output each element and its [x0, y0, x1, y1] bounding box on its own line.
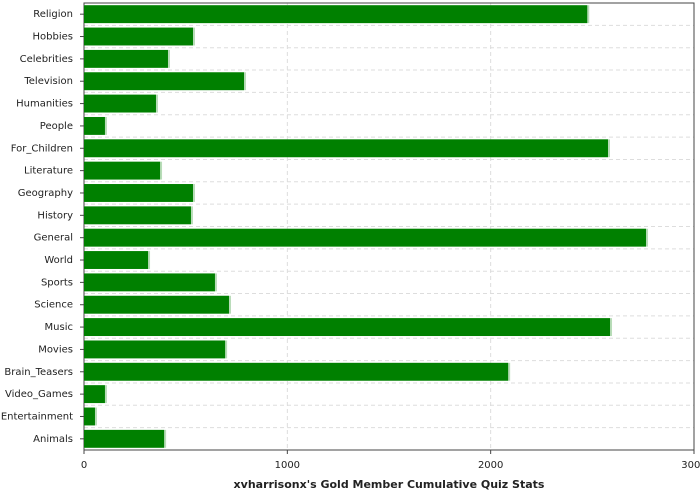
x-axis-label: xvharrisonx's Gold Member Cumulative Qui… — [234, 478, 545, 491]
y-tick-label: Celebrities — [20, 54, 73, 65]
y-tick-label: Entertainment — [1, 411, 73, 422]
bar — [84, 161, 161, 180]
bar — [84, 362, 509, 381]
bar — [84, 429, 165, 448]
bar — [84, 407, 95, 426]
y-tick-label: Literature — [24, 166, 73, 177]
bar — [84, 27, 193, 46]
bar — [84, 251, 149, 269]
bar — [84, 5, 588, 24]
bar — [84, 228, 647, 247]
y-tick-label: Sports — [41, 277, 73, 288]
y-tick-label: Movies — [38, 344, 73, 355]
bar — [84, 184, 193, 202]
y-tick-label: For_Children — [11, 143, 73, 154]
x-tick-label: 1000 — [275, 460, 300, 471]
bar — [84, 116, 105, 135]
bar — [84, 206, 191, 225]
y-tick-label: People — [40, 121, 73, 132]
bar — [84, 273, 215, 292]
y-tick-label: World — [44, 255, 73, 266]
y-tick-label: Video_Games — [5, 389, 73, 400]
y-tick-label: Science — [34, 300, 73, 311]
x-tick-label: 3000 — [681, 460, 700, 471]
x-tick-label: 2000 — [478, 460, 503, 471]
y-tick-label: Hobbies — [33, 32, 73, 43]
y-tick-label: Geography — [18, 188, 73, 199]
y-tick-label: Television — [23, 76, 73, 87]
bar — [84, 94, 156, 113]
bar — [84, 295, 229, 314]
bar — [84, 318, 611, 337]
y-tick-label: General — [34, 233, 73, 244]
y-tick-label: History — [37, 210, 73, 221]
y-tick-label: Religion — [33, 9, 73, 20]
y-tick-label: Brain_Teasers — [4, 367, 73, 378]
bar — [84, 139, 608, 158]
bar — [84, 340, 226, 359]
bar — [84, 49, 168, 68]
plot-frame — [83, 2, 695, 451]
y-tick-label: Music — [45, 322, 73, 333]
y-tick-label: Humanities — [16, 99, 73, 110]
bar — [84, 385, 105, 404]
x-tick-label: 0 — [81, 460, 87, 471]
bar — [84, 72, 245, 91]
y-tick-label: Animals — [33, 434, 73, 445]
